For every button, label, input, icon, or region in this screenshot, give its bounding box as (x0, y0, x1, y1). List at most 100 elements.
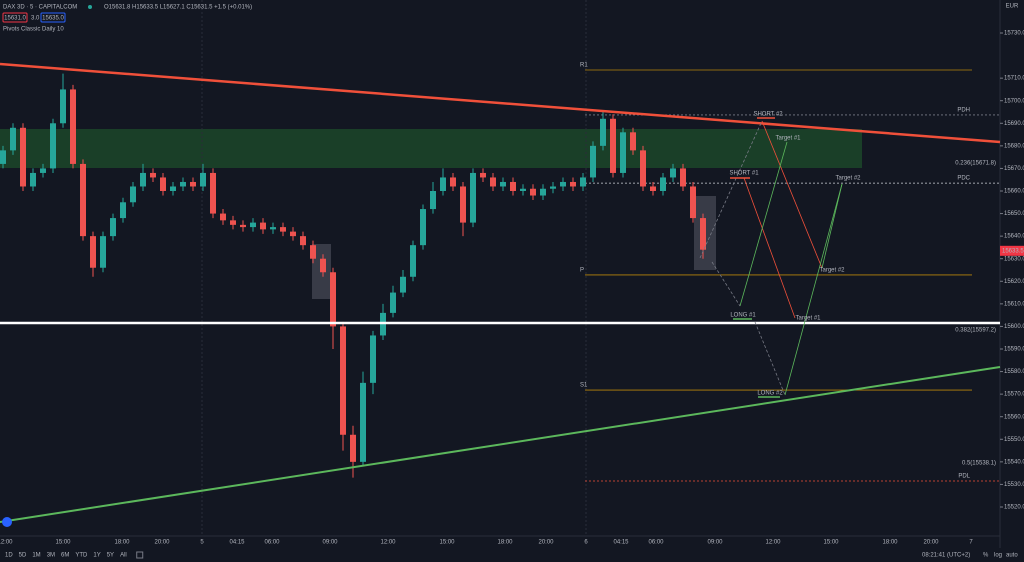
time-label: 09:00 (707, 540, 723, 546)
candle-body (370, 335, 376, 383)
sell-button[interactable] (2, 12, 28, 23)
candle-body (310, 245, 316, 259)
range-button[interactable]: 3M (47, 553, 55, 559)
fib-label: 0.236(15671.8) (955, 161, 996, 167)
range-button[interactable]: All (120, 553, 127, 559)
price-tick-label: 15630.0 (1004, 256, 1024, 262)
fib-label: 0.382(15597.2) (955, 328, 996, 334)
candle-body (520, 188, 526, 191)
pivot-label: P (580, 268, 584, 274)
price-tick-label: 15690.0 (1004, 121, 1024, 127)
candle-body (620, 132, 626, 173)
price-tick-label: 15650.0 (1004, 211, 1024, 217)
time-label: 7 (969, 540, 973, 546)
candle-body (220, 213, 226, 221)
candle-body (240, 224, 246, 228)
annotation: LONG #1 (730, 313, 756, 319)
scenario-paths (699, 117, 843, 398)
candle-body (230, 220, 236, 225)
candle-body (650, 186, 656, 191)
candle-body (140, 172, 146, 187)
candle-body (30, 172, 36, 187)
axis-option[interactable]: auto (1006, 553, 1018, 559)
time-label: 06:00 (648, 540, 664, 546)
candle-body (430, 190, 436, 210)
candle-body (460, 186, 466, 223)
path (821, 183, 843, 269)
candle-body (90, 236, 96, 268)
price-tick-label: 15590.0 (1004, 347, 1024, 353)
candle-body (40, 168, 46, 173)
clock: 08:21:41 (UTC+2) (922, 553, 970, 559)
time-label: 20:00 (538, 540, 554, 546)
candle-body (480, 172, 486, 178)
price-tick-label: 15520.0 (1004, 505, 1024, 511)
path (784, 183, 843, 396)
axis-option[interactable]: log (994, 553, 1002, 559)
annotation: Target #1 (795, 316, 821, 322)
time-label: 20:00 (154, 540, 170, 546)
path (761, 120, 823, 269)
path (743, 177, 796, 319)
candle-body (670, 168, 676, 178)
path (711, 261, 741, 307)
buy-button[interactable] (40, 12, 66, 23)
pivot-label: PDH (957, 108, 970, 114)
candle-body (600, 118, 606, 146)
candle-body (60, 89, 66, 124)
candle-body (0, 150, 6, 164)
candle-body (690, 186, 696, 219)
candle-body (660, 177, 666, 191)
price-tick-label: 15570.0 (1004, 392, 1024, 398)
range-button[interactable]: 1Y (93, 553, 100, 559)
candle-body (50, 123, 56, 169)
candle-body (80, 163, 86, 237)
time-label: 09:00 (322, 540, 338, 546)
candle-body (700, 218, 706, 250)
price-tick-label: 15580.0 (1004, 369, 1024, 375)
price-tick-label: 15560.0 (1004, 414, 1024, 420)
range-button[interactable]: YTD (75, 553, 88, 559)
annotation: SHORT #2 (753, 112, 783, 118)
time-label: 12:00 (380, 540, 396, 546)
time-label: 04:15 (229, 540, 245, 546)
time-label: 15:00 (55, 540, 71, 546)
price-tick-label: 15530.0 (1004, 482, 1024, 488)
range-button[interactable]: 1M (32, 553, 40, 559)
fib-label: 0.5(15538.1) (962, 461, 996, 467)
candle-body (640, 150, 646, 187)
candle-body (400, 276, 406, 293)
annotation: Target #2 (819, 268, 845, 274)
ask: 15635.0 (42, 16, 64, 22)
candle-body (340, 326, 346, 435)
candle-body (630, 132, 636, 151)
axis-option[interactable]: % (983, 553, 989, 559)
candle-body (290, 231, 296, 237)
price-tick-label: 15600.0 (1004, 324, 1024, 330)
candle-body (260, 222, 266, 230)
candle-body (680, 168, 686, 187)
candle-body (500, 181, 506, 187)
candle-body (560, 181, 566, 187)
range-button[interactable]: 6M (61, 553, 69, 559)
range-button[interactable]: 5Y (107, 553, 114, 559)
range-button[interactable]: 1D (5, 553, 13, 559)
time-label: 04:15 (613, 540, 629, 546)
date-range-icon[interactable] (136, 551, 144, 559)
alert-marker[interactable] (2, 517, 12, 527)
path (699, 120, 763, 259)
range-button[interactable]: 5D (19, 553, 27, 559)
candle-body (420, 209, 426, 246)
candle-body (190, 181, 196, 187)
time-label: 5 (200, 540, 204, 546)
candle-body (610, 118, 616, 173)
time-label: 18:00 (114, 540, 130, 546)
spread: 3.0 (31, 16, 40, 22)
status-dot (88, 5, 92, 9)
time-label: 12:00 (0, 540, 13, 546)
toolbar (0, 548, 1024, 562)
time-label: 15:00 (439, 540, 455, 546)
candle-body (410, 245, 416, 277)
candle-body (170, 186, 176, 191)
